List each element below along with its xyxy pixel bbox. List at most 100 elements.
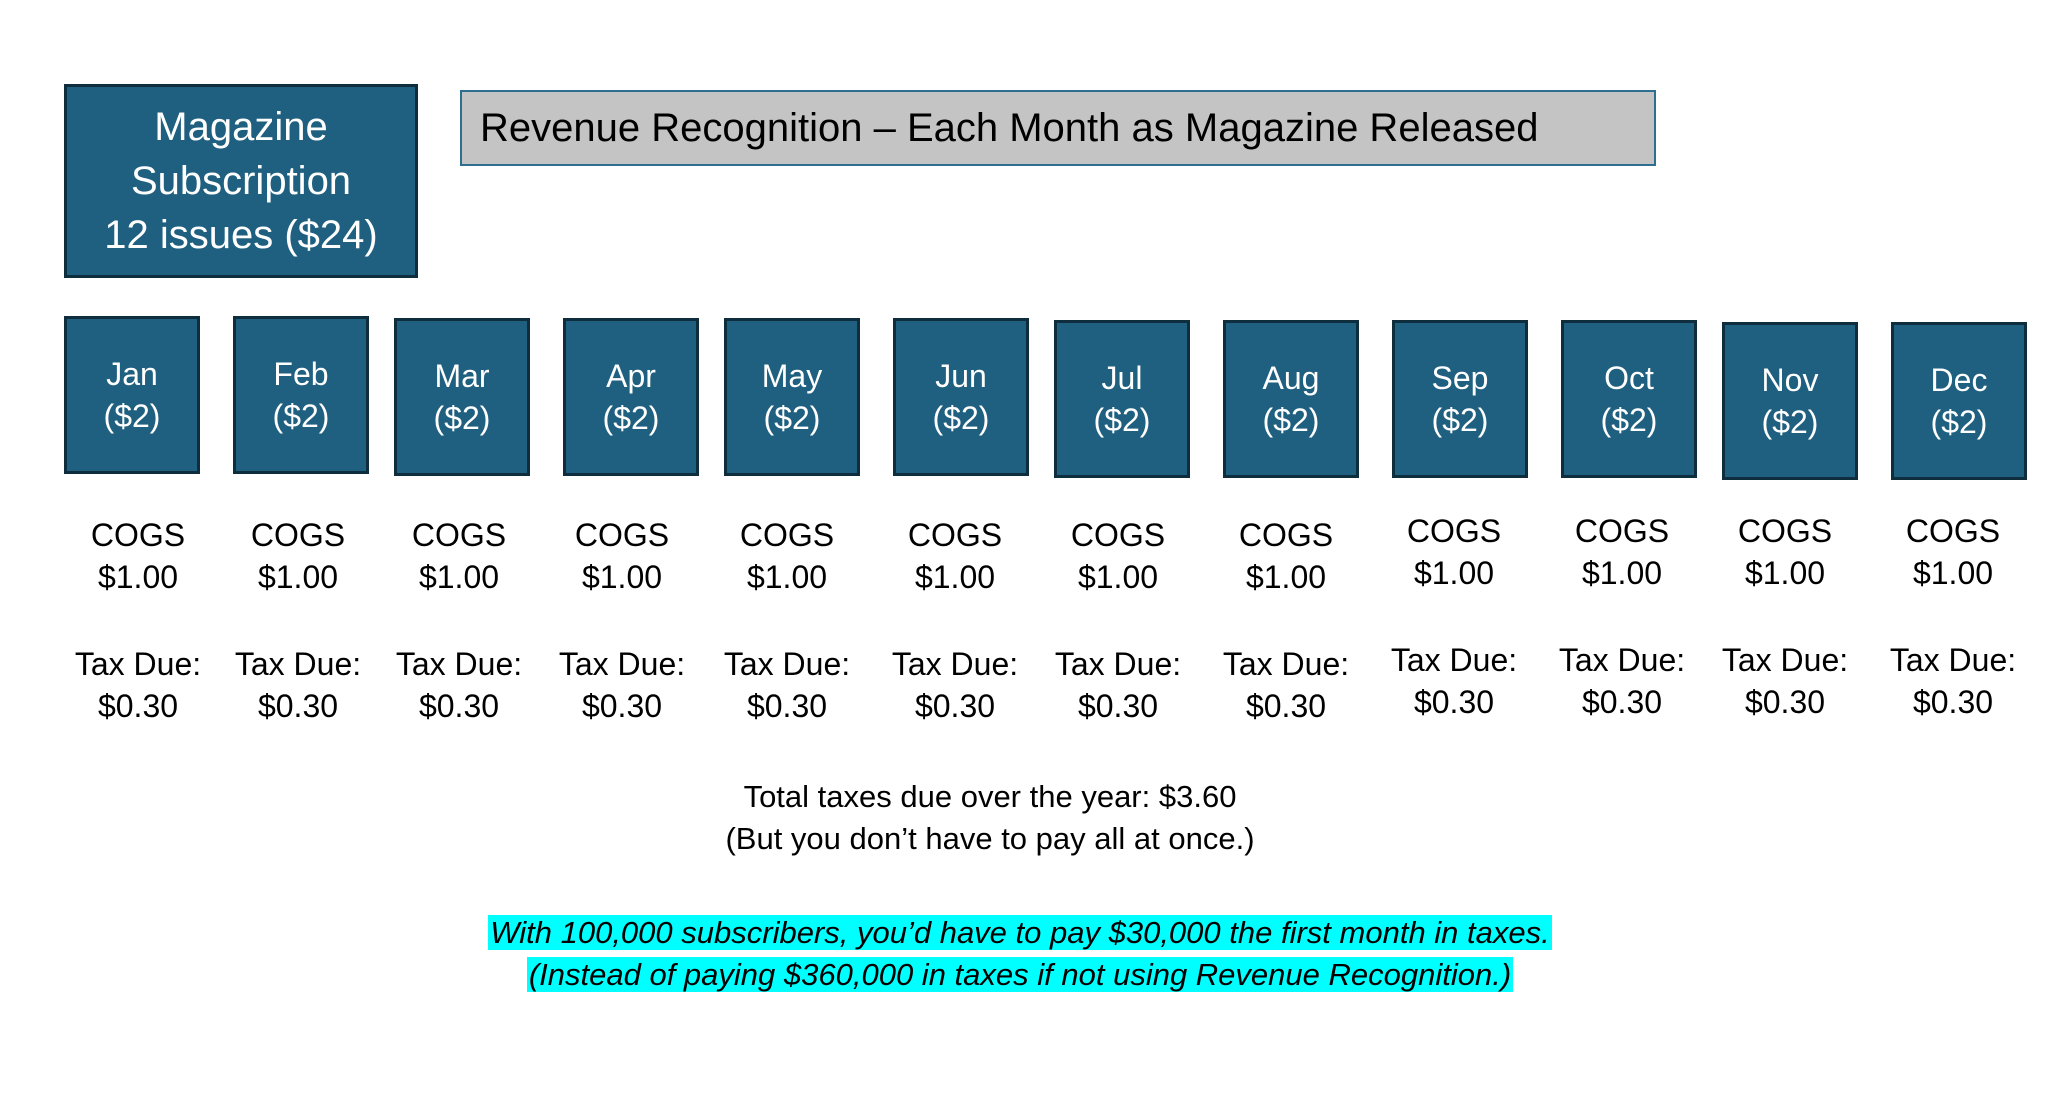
tax-block-feb: Tax Due: $0.30 bbox=[213, 643, 383, 727]
tax-label: Tax Due: bbox=[1054, 646, 1182, 682]
cogs-value: $1.00 bbox=[1912, 555, 1994, 591]
month-box-dec: Dec ($2) bbox=[1891, 322, 2027, 480]
month-name: May bbox=[761, 358, 823, 394]
subscription-line-2: Subscription bbox=[130, 159, 352, 203]
cogs-label: COGS bbox=[1406, 513, 1502, 549]
cogs-block-oct: COGS $1.00 bbox=[1537, 510, 1707, 594]
month-name: Nov bbox=[1761, 362, 1819, 398]
highlight-note: With 100,000 subscribers, you’d have to … bbox=[300, 912, 1740, 996]
month-amount: ($2) bbox=[103, 398, 161, 434]
cogs-value: $1.00 bbox=[97, 559, 179, 595]
highlight-line-1: With 100,000 subscribers, you’d have to … bbox=[488, 915, 1552, 950]
month-amount: ($2) bbox=[1262, 402, 1320, 438]
cogs-block-sep: COGS $1.00 bbox=[1369, 510, 1539, 594]
cogs-block-jul: COGS $1.00 bbox=[1033, 514, 1203, 598]
cogs-block-mar: COGS $1.00 bbox=[374, 514, 544, 598]
month-amount: ($2) bbox=[1093, 402, 1151, 438]
payment-note-line: (But you don’t have to pay all at once.) bbox=[725, 821, 1255, 856]
cogs-label: COGS bbox=[1070, 517, 1166, 553]
month-box-jul: Jul ($2) bbox=[1054, 320, 1190, 478]
cogs-value: $1.00 bbox=[1077, 559, 1159, 595]
month-amount: ($2) bbox=[602, 400, 660, 436]
tax-value: $0.30 bbox=[914, 688, 996, 724]
cogs-label: COGS bbox=[907, 517, 1003, 553]
tax-block-nov: Tax Due: $0.30 bbox=[1700, 639, 1870, 723]
tax-label: Tax Due: bbox=[891, 646, 1019, 682]
cogs-label: COGS bbox=[250, 517, 346, 553]
tax-label: Tax Due: bbox=[558, 646, 686, 682]
cogs-block-dec: COGS $1.00 bbox=[1868, 510, 2038, 594]
month-name: Oct bbox=[1604, 360, 1654, 396]
cogs-value: $1.00 bbox=[581, 559, 663, 595]
tax-value: $0.30 bbox=[418, 688, 500, 724]
tax-value: $0.30 bbox=[1245, 688, 1327, 724]
month-box-oct: Oct ($2) bbox=[1561, 320, 1697, 478]
tax-block-jan: Tax Due: $0.30 bbox=[53, 643, 223, 727]
tax-label: Tax Due: bbox=[1558, 642, 1686, 678]
cogs-block-jun: COGS $1.00 bbox=[870, 514, 1040, 598]
cogs-label: COGS bbox=[1737, 513, 1833, 549]
highlight-line-2: (Instead of paying $360,000 in taxes if … bbox=[526, 957, 1514, 992]
tax-value: $0.30 bbox=[1413, 684, 1495, 720]
month-amount: ($2) bbox=[272, 398, 330, 434]
tax-value: $0.30 bbox=[1077, 688, 1159, 724]
tax-value: $0.30 bbox=[1744, 684, 1826, 720]
month-amount: ($2) bbox=[1600, 402, 1658, 438]
month-amount: ($2) bbox=[1930, 404, 1988, 440]
tax-label: Tax Due: bbox=[395, 646, 523, 682]
tax-label: Tax Due: bbox=[234, 646, 362, 682]
tax-value: $0.30 bbox=[257, 688, 339, 724]
month-box-jan: Jan ($2) bbox=[64, 316, 200, 474]
cogs-label: COGS bbox=[1238, 517, 1334, 553]
cogs-value: $1.00 bbox=[418, 559, 500, 595]
tax-label: Tax Due: bbox=[1889, 642, 2017, 678]
tax-value: $0.30 bbox=[1581, 684, 1663, 720]
tax-block-jul: Tax Due: $0.30 bbox=[1033, 643, 1203, 727]
subscription-box: Magazine Subscription 12 issues ($24) bbox=[64, 84, 418, 278]
month-name: Jun bbox=[935, 358, 987, 394]
cogs-value: $1.00 bbox=[257, 559, 339, 595]
tax-block-apr: Tax Due: $0.30 bbox=[537, 643, 707, 727]
tax-value: $0.30 bbox=[1912, 684, 1994, 720]
cogs-label: COGS bbox=[411, 517, 507, 553]
cogs-label: COGS bbox=[1905, 513, 2001, 549]
month-name: Jul bbox=[1101, 360, 1143, 396]
month-amount: ($2) bbox=[1431, 402, 1489, 438]
cogs-label: COGS bbox=[574, 517, 670, 553]
month-box-mar: Mar ($2) bbox=[394, 318, 530, 476]
month-amount: ($2) bbox=[433, 400, 491, 436]
tax-block-sep: Tax Due: $0.30 bbox=[1369, 639, 1539, 723]
month-name: Jan bbox=[106, 356, 158, 392]
month-name: Dec bbox=[1930, 362, 1988, 398]
cogs-label: COGS bbox=[90, 517, 186, 553]
tax-value: $0.30 bbox=[97, 688, 179, 724]
tax-label: Tax Due: bbox=[1222, 646, 1350, 682]
month-box-aug: Aug ($2) bbox=[1223, 320, 1359, 478]
month-name: Mar bbox=[434, 358, 490, 394]
month-name: Feb bbox=[273, 356, 329, 392]
cogs-block-nov: COGS $1.00 bbox=[1700, 510, 1870, 594]
month-box-sep: Sep ($2) bbox=[1392, 320, 1528, 478]
tax-label: Tax Due: bbox=[1390, 642, 1518, 678]
tax-label: Tax Due: bbox=[723, 646, 851, 682]
cogs-block-aug: COGS $1.00 bbox=[1201, 514, 1371, 598]
tax-label: Tax Due: bbox=[74, 646, 202, 682]
cogs-block-jan: COGS $1.00 bbox=[53, 514, 223, 598]
subscription-line-3: 12 issues ($24) bbox=[104, 213, 378, 257]
tax-label: Tax Due: bbox=[1721, 642, 1849, 678]
cogs-value: $1.00 bbox=[1744, 555, 1826, 591]
cogs-value: $1.00 bbox=[1413, 555, 1495, 591]
tax-block-aug: Tax Due: $0.30 bbox=[1201, 643, 1371, 727]
subscription-line-1: Magazine bbox=[154, 105, 328, 149]
month-box-feb: Feb ($2) bbox=[233, 316, 369, 474]
tax-block-dec: Tax Due: $0.30 bbox=[1868, 639, 2038, 723]
month-name: Apr bbox=[606, 358, 656, 394]
tax-block-mar: Tax Due: $0.30 bbox=[374, 643, 544, 727]
cogs-block-feb: COGS $1.00 bbox=[213, 514, 383, 598]
cogs-value: $1.00 bbox=[1245, 559, 1327, 595]
diagram-title: Revenue Recognition – Each Month as Maga… bbox=[460, 90, 1656, 166]
month-amount: ($2) bbox=[763, 400, 821, 436]
cogs-block-apr: COGS $1.00 bbox=[537, 514, 707, 598]
month-box-apr: Apr ($2) bbox=[563, 318, 699, 476]
tax-block-may: Tax Due: $0.30 bbox=[702, 643, 872, 727]
